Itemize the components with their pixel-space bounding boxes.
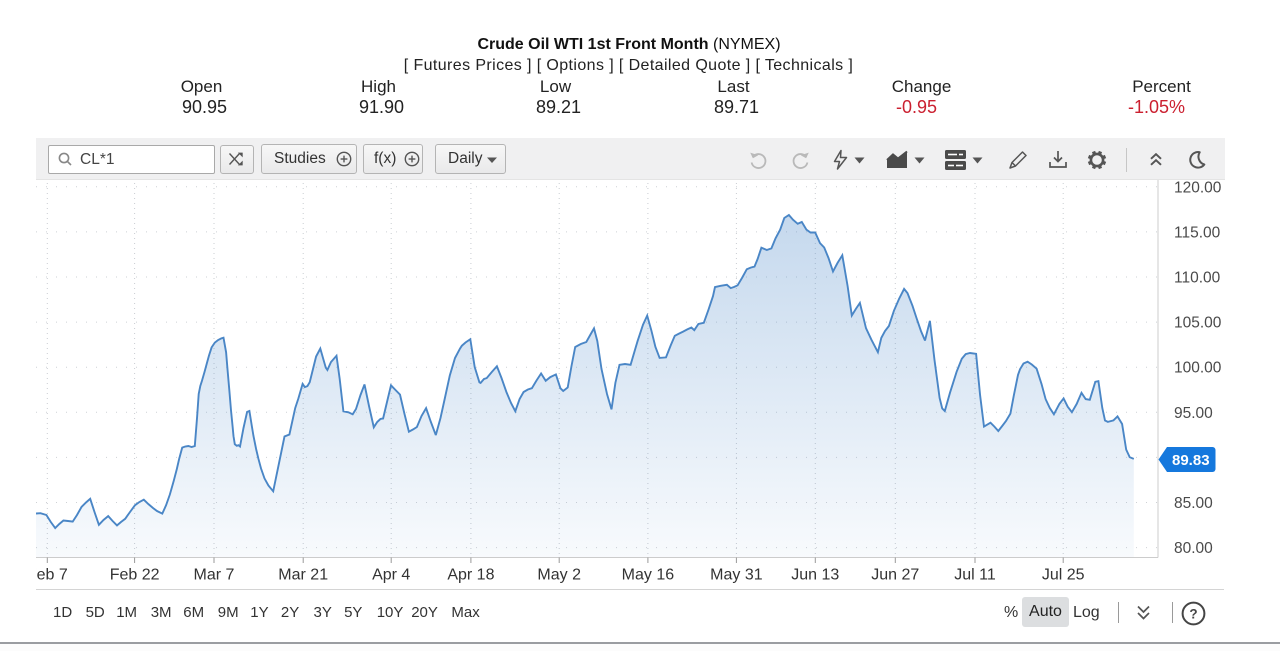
svg-text:110.00: 110.00 bbox=[1174, 270, 1221, 287]
svg-text:89.83: 89.83 bbox=[1172, 452, 1210, 469]
svg-text:120.00: 120.00 bbox=[1174, 180, 1222, 196]
svg-text:85.00: 85.00 bbox=[1174, 495, 1213, 512]
svg-text:80.00: 80.00 bbox=[1174, 540, 1213, 557]
svg-text:Jul 11: Jul 11 bbox=[954, 567, 996, 584]
svg-text:115.00: 115.00 bbox=[1174, 224, 1221, 241]
svg-text:Jun 13: Jun 13 bbox=[791, 567, 839, 584]
svg-text:95.00: 95.00 bbox=[1174, 405, 1213, 422]
svg-text:Feb 22: Feb 22 bbox=[110, 567, 160, 584]
svg-text:105.00: 105.00 bbox=[1174, 315, 1222, 332]
svg-text:Mar 7: Mar 7 bbox=[194, 567, 235, 584]
svg-text:Jun 27: Jun 27 bbox=[871, 567, 919, 584]
svg-text:May 31: May 31 bbox=[710, 567, 763, 584]
svg-text:?: ? bbox=[1189, 607, 1197, 622]
svg-text:100.00: 100.00 bbox=[1174, 360, 1222, 377]
svg-text:May 16: May 16 bbox=[622, 567, 675, 584]
svg-text:Apr 4: Apr 4 bbox=[372, 567, 410, 584]
svg-text:Jul 25: Jul 25 bbox=[1042, 567, 1085, 584]
svg-text:May 2: May 2 bbox=[537, 567, 581, 584]
svg-text:Feb 7: Feb 7 bbox=[36, 567, 68, 584]
svg-text:Apr 18: Apr 18 bbox=[447, 567, 494, 584]
svg-text:Mar 21: Mar 21 bbox=[278, 567, 328, 584]
